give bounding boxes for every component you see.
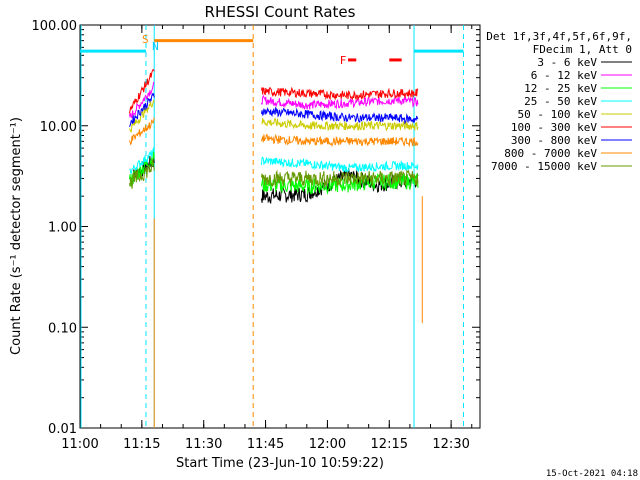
x-tick-label: 12:00 [309,437,346,452]
series-line [260,172,419,195]
x-tick-label: 11:45 [247,437,284,452]
legend-label: 800 - 7000 keV [504,147,597,160]
x-axis-label: Start Time (23-Jun-10 10:59:22) [176,456,384,471]
annotation-n: N [152,40,159,53]
series-50-100kev [129,99,419,133]
series-line [129,99,155,133]
legend-header: Det 1f,3f,4f,5f,6f,9f, [486,30,632,43]
series-layer [129,68,419,205]
x-tick-label: 12:15 [371,437,408,452]
marker-layer [80,25,465,428]
series-line [129,68,155,114]
series-100-300kev [129,68,419,114]
y-tick-label: 1.00 [48,221,77,236]
legend-label: 50 - 100 keV [518,108,598,121]
legend-label: 7000 - 15000 keV [491,160,597,173]
x-tick-label: 11:00 [61,437,98,452]
annotation-f: F [340,54,347,67]
series-line [260,86,419,101]
chart-title: RHESSI Count Rates [205,3,356,21]
legend-label: 300 - 800 keV [511,134,597,147]
series-line [129,159,155,189]
annotation-s: S [142,33,149,46]
x-tick-label: 12:30 [432,437,469,452]
legend-label: 12 - 25 keV [524,82,597,95]
annotation-layer: SN F [142,33,346,67]
y-tick-label: 0.01 [48,422,77,437]
legend-label: 100 - 300 keV [511,121,597,134]
series-line [260,169,419,188]
legend-header: FDecim 1, Att 0 [533,43,632,56]
legend: Det 1f,3f,4f,5f,6f,9f,FDecim 1, Att 03 -… [486,30,632,173]
y-tick-label: 0.10 [48,321,77,336]
x-tick-label: 11:30 [185,437,222,452]
footer-timestamp: 15-Oct-2021 04:18 [546,469,638,479]
series-line [260,106,419,125]
series-line [260,133,419,148]
series-300-800kev [129,92,419,128]
x-tick-label: 11:15 [123,437,160,452]
series-line [129,146,155,174]
series-line [129,81,155,119]
series-7000-15000kev [129,159,419,189]
axes-layer: 11:00 11:15 11:30 11:45 12:00 12:15 12:30 0.01 0… [32,19,481,452]
legend-label: 3 - 6 keV [537,56,597,69]
y-tick-label: 10.00 [40,120,77,135]
series-line [129,92,155,128]
series-6-12kev [129,81,419,119]
series-line [261,117,419,132]
y-axis-label: Count Rate (s⁻¹ detector segment⁻¹) [9,117,24,355]
series-line [260,94,419,110]
legend-label: 6 - 12 keV [531,69,598,82]
series-25-50kev [129,146,419,174]
series-line [260,156,419,173]
legend-label: 25 - 50 keV [524,95,597,108]
series-line [129,117,155,146]
series-800-7000kev [129,117,419,148]
y-tick-label: 100.00 [32,19,78,34]
